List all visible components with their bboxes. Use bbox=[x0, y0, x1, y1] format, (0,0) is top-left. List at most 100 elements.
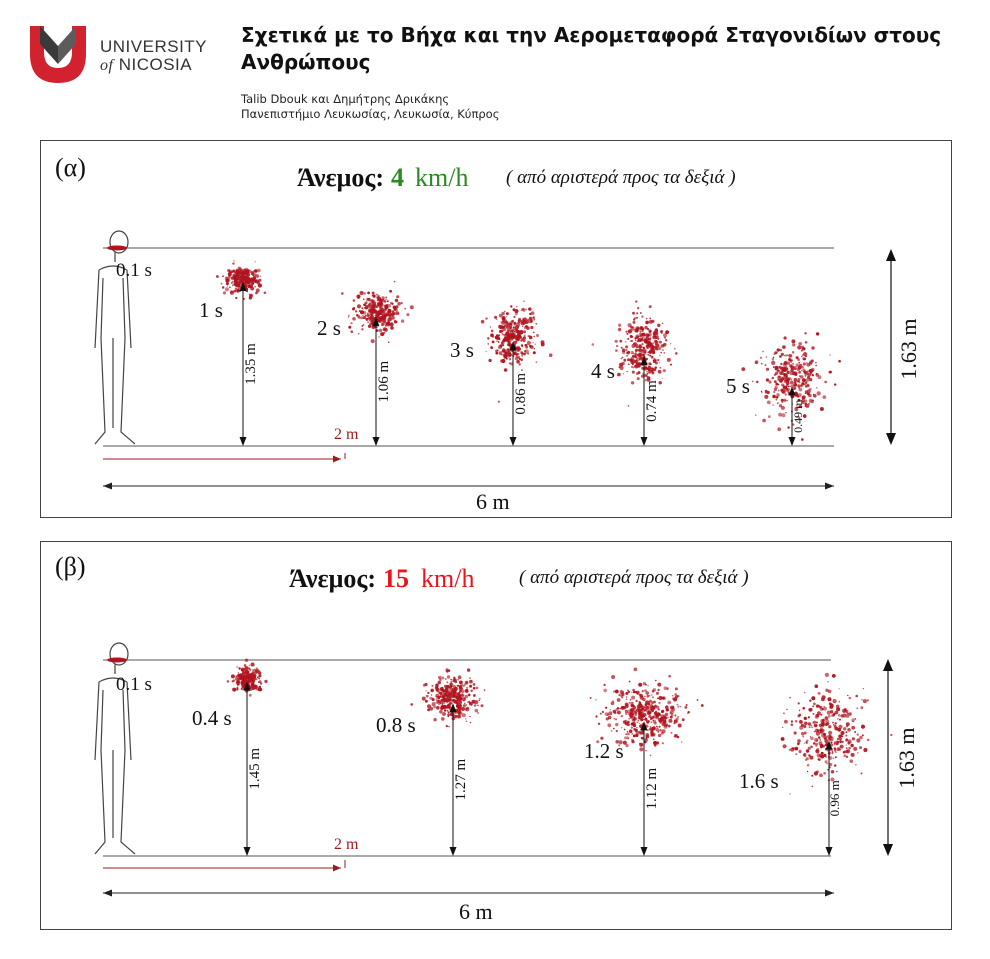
droplet bbox=[662, 323, 663, 324]
droplet bbox=[635, 300, 637, 302]
droplet bbox=[254, 677, 256, 679]
droplet bbox=[674, 715, 676, 717]
droplet bbox=[795, 753, 797, 755]
droplet bbox=[453, 689, 456, 692]
droplet bbox=[521, 352, 524, 355]
droplet bbox=[641, 343, 643, 345]
droplet bbox=[806, 378, 809, 381]
droplet bbox=[446, 725, 448, 727]
droplet bbox=[652, 336, 656, 340]
droplet bbox=[846, 725, 848, 727]
droplet bbox=[804, 722, 808, 726]
droplet bbox=[760, 357, 762, 359]
droplet bbox=[460, 695, 462, 697]
droplet bbox=[630, 358, 632, 360]
droplet bbox=[456, 706, 457, 707]
droplet bbox=[465, 681, 468, 684]
droplet bbox=[385, 312, 389, 316]
university-logo bbox=[30, 26, 86, 84]
droplet bbox=[635, 734, 639, 738]
droplet bbox=[839, 738, 842, 741]
droplet bbox=[815, 365, 817, 367]
droplet bbox=[861, 772, 863, 774]
droplet bbox=[667, 689, 668, 690]
droplet bbox=[459, 681, 463, 685]
droplet bbox=[761, 392, 762, 393]
droplet bbox=[481, 320, 485, 324]
initial-time-label: 0.1 s bbox=[116, 260, 152, 281]
droplet bbox=[859, 746, 862, 749]
droplet bbox=[826, 763, 827, 764]
droplet bbox=[842, 741, 844, 743]
droplet bbox=[533, 318, 535, 320]
distance-6m-label: 6 m bbox=[476, 489, 510, 514]
droplet bbox=[600, 713, 602, 715]
droplet bbox=[662, 378, 663, 379]
droplet bbox=[628, 329, 632, 333]
droplet bbox=[438, 681, 441, 684]
droplet bbox=[645, 321, 649, 325]
droplet bbox=[779, 376, 781, 378]
droplet bbox=[404, 308, 406, 310]
droplet bbox=[811, 725, 813, 727]
droplet bbox=[425, 690, 426, 691]
droplet bbox=[786, 366, 788, 368]
droplet bbox=[608, 711, 612, 715]
droplet bbox=[782, 727, 783, 728]
droplet bbox=[371, 339, 375, 343]
droplet bbox=[629, 729, 633, 733]
droplet bbox=[457, 695, 459, 697]
droplet bbox=[649, 350, 651, 352]
droplet bbox=[498, 325, 502, 329]
droplet bbox=[636, 357, 640, 361]
droplet bbox=[666, 708, 669, 711]
droplet bbox=[661, 722, 665, 726]
initial-time-label: 0.1 s bbox=[116, 674, 152, 695]
droplet bbox=[622, 706, 626, 710]
droplet bbox=[647, 709, 649, 711]
droplet bbox=[813, 703, 816, 706]
droplet bbox=[668, 725, 671, 728]
droplet bbox=[627, 733, 630, 736]
droplet bbox=[487, 343, 489, 345]
droplet bbox=[816, 373, 820, 377]
droplet bbox=[783, 368, 787, 372]
droplet bbox=[496, 341, 497, 342]
droplet bbox=[647, 352, 648, 353]
droplet bbox=[798, 362, 800, 364]
distance-2m-arrow bbox=[103, 453, 345, 463]
droplet bbox=[832, 722, 834, 724]
droplet bbox=[811, 727, 812, 728]
droplet bbox=[526, 326, 530, 330]
droplet bbox=[793, 387, 796, 390]
droplet bbox=[756, 381, 758, 383]
droplet bbox=[645, 717, 646, 718]
droplet bbox=[406, 313, 409, 316]
droplet bbox=[646, 333, 648, 335]
droplet bbox=[797, 739, 801, 743]
droplet bbox=[838, 708, 840, 710]
droplet bbox=[826, 722, 829, 725]
droplet bbox=[254, 676, 255, 677]
droplet bbox=[375, 314, 378, 317]
droplet bbox=[846, 747, 848, 749]
droplet bbox=[617, 707, 619, 709]
droplet bbox=[628, 363, 630, 365]
droplet bbox=[645, 684, 647, 686]
droplet bbox=[508, 328, 510, 330]
droplet bbox=[387, 300, 389, 302]
droplet bbox=[641, 737, 643, 739]
droplet bbox=[820, 407, 824, 411]
droplet bbox=[352, 317, 356, 321]
droplet bbox=[498, 334, 500, 336]
droplet bbox=[658, 702, 660, 704]
droplet bbox=[232, 688, 236, 692]
droplet bbox=[616, 730, 618, 732]
droplet bbox=[524, 350, 526, 352]
droplet bbox=[368, 309, 372, 313]
droplet bbox=[258, 283, 262, 287]
droplet bbox=[641, 349, 643, 351]
droplet bbox=[819, 724, 822, 727]
droplet bbox=[637, 339, 640, 342]
droplet bbox=[627, 736, 628, 737]
